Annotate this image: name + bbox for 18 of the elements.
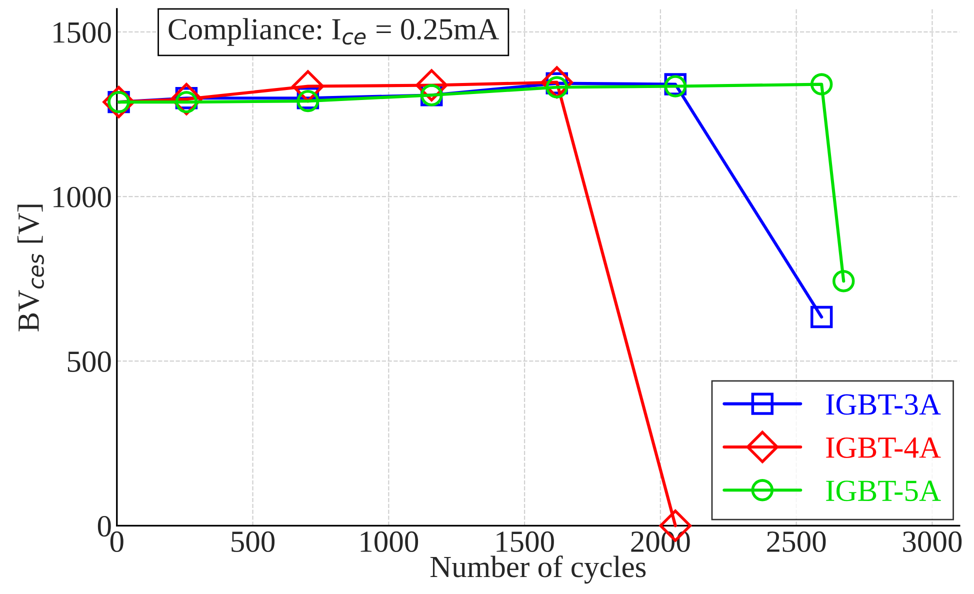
x-tick-label: 3000: [903, 531, 962, 552]
y-tick-label: 1000: [54, 186, 111, 208]
y-axis-title: BV$_{ces}$ [V]: [17, 204, 44, 332]
legend-label: IGBT-5A: [826, 480, 941, 502]
x-tick-label: 1500: [496, 531, 554, 552]
legend-label: IGBT-3A: [826, 394, 941, 415]
y-tick-label: 0: [98, 516, 111, 537]
point: [810, 306, 833, 328]
annotation: Compliance: I$_{ce}$ = 0.25mA: [168, 18, 500, 46]
legend-label: IGBT-4A: [826, 437, 941, 458]
x-axis-title: Number of cycles: [430, 555, 646, 584]
x-tick-label: 2500: [767, 531, 826, 552]
x-tick-label: 500: [232, 531, 275, 552]
x-tick-label: 1000: [360, 531, 418, 552]
y-tick-label: 500: [68, 351, 111, 372]
point: [810, 73, 833, 96]
y-tick-label: 1500: [54, 22, 111, 43]
point: [832, 270, 855, 292]
